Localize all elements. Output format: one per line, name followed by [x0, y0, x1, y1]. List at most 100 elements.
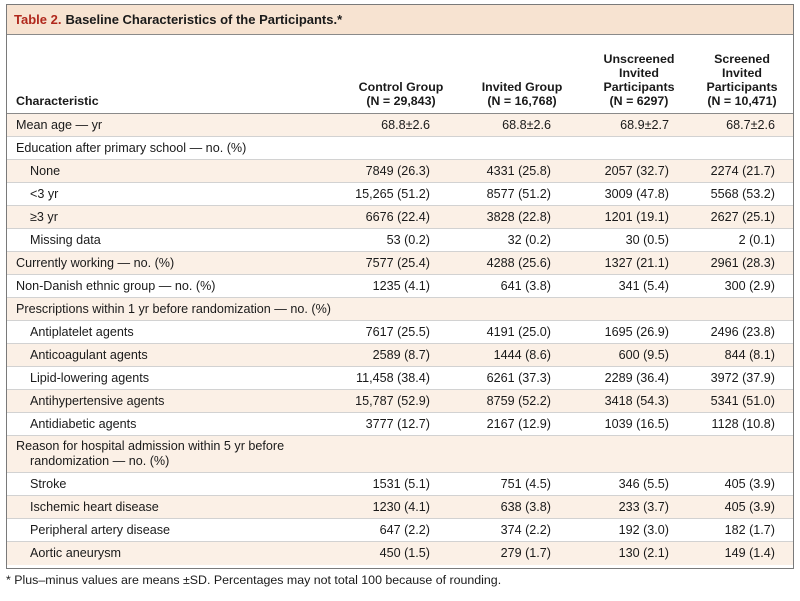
table-frame: Table 2. Baseline Characteristics of the…: [6, 4, 794, 569]
cell-control: 647 (2.2): [379, 523, 430, 537]
table-row: Ischemic heart disease 1230 (4.1) 638 (3…: [7, 496, 793, 519]
cell-unscreened: 68.9±2.7: [620, 118, 669, 132]
row-section-label: Reason for hospital admission within 5 y…: [16, 439, 284, 469]
table-row: Stroke 1531 (5.1) 751 (4.5) 346 (5.5) 40…: [7, 473, 793, 496]
table-row: <3 yr 15,265 (51.2) 8577 (51.2) 3009 (47…: [7, 183, 793, 206]
table-header: Characteristic Control Group (N = 29,843…: [7, 35, 793, 114]
cell-control: 450 (1.5): [379, 546, 430, 560]
cell-screened: 5568 (53.2): [710, 187, 775, 201]
cell-control: 6676 (22.4): [365, 210, 430, 224]
row-label: Non-Danish ethnic group — no. (%): [16, 279, 216, 293]
column-header-line: Invited: [619, 66, 659, 80]
cell-invited: 751 (4.5): [500, 477, 551, 491]
cell-screened: 2496 (23.8): [710, 325, 775, 339]
cell-invited: 68.8±2.6: [502, 118, 551, 132]
cell-invited: 1444 (8.6): [493, 348, 551, 362]
row-label: Lipid-lowering agents: [30, 371, 150, 385]
cell-unscreened: 233 (3.7): [618, 500, 669, 514]
cell-control: 11,458 (38.4): [356, 371, 430, 385]
table-row: Antidiabetic agents 3777 (12.7) 2167 (12…: [7, 413, 793, 436]
table-title: Baseline Characteristics of the Particip…: [65, 12, 343, 27]
column-header-line: Invited Group: [481, 80, 563, 94]
table-title-bar: Table 2. Baseline Characteristics of the…: [7, 5, 793, 35]
row-label: Peripheral artery disease: [30, 523, 171, 537]
row-label: Aortic aneurysm: [30, 546, 121, 560]
cell-unscreened: 1039 (16.5): [604, 417, 669, 431]
table-row: Lipid-lowering agents 11,458 (38.4) 6261…: [7, 367, 793, 390]
column-header-control-group: Control Group (N = 29,843): [341, 80, 461, 108]
column-header-line: Control Group: [358, 80, 444, 94]
cell-screened: 300 (2.9): [724, 279, 775, 293]
cell-unscreened: 3418 (54.3): [604, 394, 669, 408]
cell-screened: 68.7±2.6: [726, 118, 775, 132]
cell-unscreened: 2289 (36.4): [604, 371, 669, 385]
table-row: Antiplatelet agents 7617 (25.5) 4191 (25…: [7, 321, 793, 344]
table-row: ≥3 yr 6676 (22.4) 3828 (22.8) 1201 (19.1…: [7, 206, 793, 229]
column-header-line: Screened: [714, 52, 770, 66]
cell-screened: 1128 (10.8): [711, 417, 775, 431]
cell-invited: 374 (2.2): [500, 523, 551, 537]
cell-screened: 2961 (28.3): [710, 256, 775, 270]
cell-unscreened: 1201 (19.1): [604, 210, 669, 224]
cell-invited: 6261 (37.3): [486, 371, 551, 385]
cell-unscreened: 341 (5.4): [618, 279, 669, 293]
column-header-line: (N = 10,471): [707, 94, 777, 108]
cell-invited: 4288 (25.6): [486, 256, 551, 270]
row-section-label: Education after primary school — no. (%): [16, 141, 247, 155]
row-label: Missing data: [30, 233, 101, 247]
table-row: Aortic aneurysm 450 (1.5) 279 (1.7) 130 …: [7, 542, 793, 565]
cell-screened: 3972 (37.9): [710, 371, 775, 385]
cell-invited: 32 (0.2): [507, 233, 551, 247]
cell-invited: 8759 (52.2): [486, 394, 551, 408]
table-row: Missing data 53 (0.2) 32 (0.2) 30 (0.5) …: [7, 229, 793, 252]
row-label: Currently working — no. (%): [16, 256, 175, 270]
cell-control: 7577 (25.4): [365, 256, 430, 270]
cell-screened: 2 (0.1): [738, 233, 775, 247]
cell-invited: 4331 (25.8): [486, 164, 551, 178]
cell-unscreened: 1695 (26.9): [604, 325, 669, 339]
column-header-line: Participants: [706, 80, 778, 94]
cell-invited: 4191 (25.0): [486, 325, 551, 339]
cell-control: 68.8±2.6: [381, 118, 430, 132]
table-row: Mean age — yr 68.8±2.6 68.8±2.6 68.9±2.7…: [7, 114, 793, 137]
cell-invited: 641 (3.8): [500, 279, 551, 293]
table-footnote: * Plus–minus values are means ±SD. Perce…: [6, 573, 502, 587]
row-label: Antidiabetic agents: [30, 417, 137, 431]
row-label: Mean age — yr: [16, 118, 103, 132]
table-number: Table 2.: [14, 12, 62, 27]
column-header-line: (N = 16,768): [487, 94, 557, 108]
cell-screened: 149 (1.4): [724, 546, 775, 560]
row-label: ≥3 yr: [30, 210, 58, 224]
cell-invited: 2167 (12.9): [486, 417, 551, 431]
cell-screened: 182 (1.7): [724, 523, 775, 537]
cell-invited: 638 (3.8): [500, 500, 551, 514]
cell-unscreened: 3009 (47.8): [604, 187, 669, 201]
column-header-line: (N = 6297): [609, 94, 669, 108]
cell-unscreened: 130 (2.1): [618, 546, 669, 560]
table-row: Reason for hospital admission within 5 y…: [7, 436, 793, 473]
table-row: Education after primary school — no. (%): [7, 137, 793, 160]
cell-invited: 3828 (22.8): [486, 210, 551, 224]
row-label: Anticoagulant agents: [30, 348, 148, 362]
column-header-screened-invited: Screened Invited Participants (N = 10,47…: [692, 52, 792, 108]
table-row: Prescriptions within 1 yr before randomi…: [7, 298, 793, 321]
row-label: Ischemic heart disease: [30, 500, 159, 514]
column-header-line: Invited: [722, 66, 762, 80]
cell-screened: 844 (8.1): [724, 348, 775, 362]
table-body: Mean age — yr 68.8±2.6 68.8±2.6 68.9±2.7…: [7, 114, 793, 565]
column-header-unscreened-invited: Unscreened Invited Participants (N = 629…: [584, 52, 694, 108]
cell-invited: 279 (1.7): [500, 546, 551, 560]
table-row: Antihypertensive agents 15,787 (52.9) 87…: [7, 390, 793, 413]
cell-unscreened: 192 (3.0): [618, 523, 669, 537]
row-section-label: Prescriptions within 1 yr before randomi…: [16, 302, 331, 316]
table-row: Non-Danish ethnic group — no. (%) 1235 (…: [7, 275, 793, 298]
cell-control: 7849 (26.3): [365, 164, 430, 178]
column-header-line: Unscreened: [603, 52, 675, 66]
cell-invited: 8577 (51.2): [486, 187, 551, 201]
cell-control: 53 (0.2): [386, 233, 430, 247]
column-header-line: Participants: [603, 80, 675, 94]
column-header-line: (N = 29,843): [366, 94, 436, 108]
column-header-characteristic: Characteristic: [16, 94, 99, 108]
cell-screened: 5341 (51.0): [710, 394, 775, 408]
cell-screened: 2627 (25.1): [710, 210, 775, 224]
